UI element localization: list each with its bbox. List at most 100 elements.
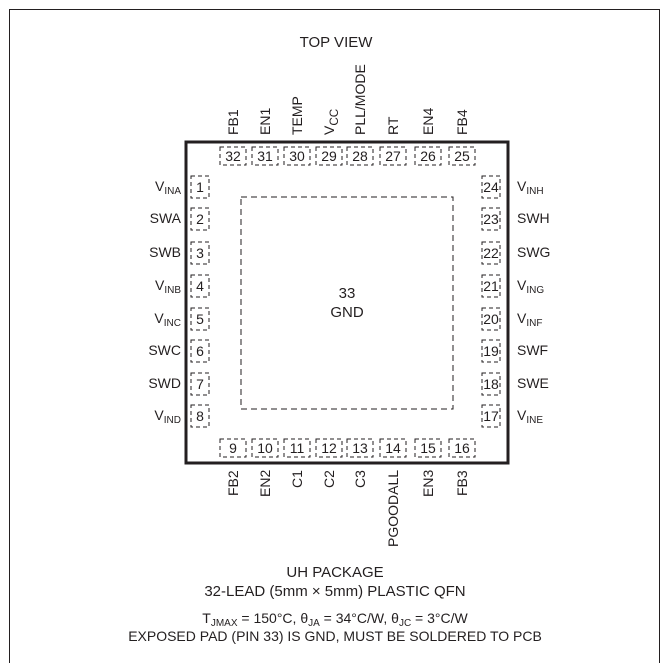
pin-pad-31: [251, 146, 279, 166]
pin-label-8: VIND: [154, 407, 181, 426]
pin-label-3: SWB: [149, 244, 181, 260]
exposed-pad-note: EXPOSED PAD (PIN 33) IS GND, MUST BE SOL…: [128, 628, 542, 644]
pin-number-30: 30: [289, 148, 305, 164]
pin-number-14: 14: [385, 440, 401, 456]
pin-label-1: VINA: [154, 178, 181, 197]
pin-pad-13: [346, 438, 374, 458]
pin-number-10: 10: [257, 440, 273, 456]
pin-label-14: PGOODALL: [385, 470, 401, 548]
pin-number-26: 26: [420, 148, 436, 164]
package-outline: [184, 140, 510, 465]
pin-number-11: 11: [289, 440, 305, 456]
pin-pad-26: [414, 146, 442, 166]
pin-number-13: 13: [352, 440, 368, 456]
pin-number-22: 22: [483, 245, 499, 261]
pin-number-31: 31: [257, 148, 273, 164]
pin-label-24: VINH: [517, 178, 544, 197]
pin-label-5: VINC: [154, 310, 181, 329]
package-description: 32-LEAD (5mm × 5mm) PLASTIC QFN: [204, 583, 466, 600]
pin-label-20: VINF: [517, 310, 543, 329]
pin-label-26: EN4: [420, 107, 436, 135]
pin-number-27: 27: [385, 148, 401, 164]
pin-number-8: 8: [196, 408, 204, 424]
pin-number-20: 20: [483, 311, 499, 327]
pin-number-1: 1: [196, 179, 204, 195]
pin-pad-18: [481, 372, 501, 396]
pin-label-28: PLL/MODE: [352, 64, 368, 135]
thermal-specs: TJMAX = 150°C, θJA = 34°C/W, θJC = 3°C/W: [202, 610, 468, 629]
pin-pad-9: [219, 438, 247, 458]
pin-number-21: 21: [483, 278, 499, 294]
exposed-pad-number: 33: [338, 285, 356, 302]
pin-number-32: 32: [225, 148, 241, 164]
pin-pad-1: [190, 175, 210, 199]
pin-label-16: FB3: [454, 470, 470, 496]
pin-label-4: VINB: [154, 277, 181, 296]
pin-number-9: 9: [229, 440, 237, 456]
pin-pad-11: [283, 438, 311, 458]
pin-label-9: FB2: [225, 470, 241, 496]
pin-pad-8: [190, 404, 210, 428]
pin-pad-19: [481, 339, 501, 363]
diagram-frame: [9, 9, 660, 663]
pin-pad-10: [251, 438, 279, 458]
pin-label-23: SWH: [517, 210, 550, 226]
pin-pad-22: [481, 241, 501, 265]
pin-pad-25: [448, 146, 476, 166]
pin-pad-2: [190, 207, 210, 231]
pin-number-25: 25: [454, 148, 470, 164]
pin-pad-24: [481, 175, 501, 199]
pin-label-22: SWG: [517, 244, 551, 260]
pin-number-18: 18: [483, 376, 499, 392]
top-view-title: TOP VIEW: [299, 34, 373, 51]
pin-label-12: C2: [321, 470, 337, 488]
pin-label-2: SWA: [149, 210, 181, 226]
pin-label-25: FB4: [454, 109, 470, 135]
pin-number-23: 23: [483, 211, 499, 227]
pin-number-19: 19: [483, 343, 499, 359]
pin-number-17: 17: [483, 408, 499, 424]
pin-pad-15: [414, 438, 442, 458]
pin-pad-27: [379, 146, 407, 166]
pin-label-7: SWD: [148, 375, 181, 391]
exposed-pad-name: GND: [330, 304, 364, 321]
pin-number-28: 28: [352, 148, 368, 164]
pin-pad-30: [283, 146, 311, 166]
pin-number-4: 4: [196, 278, 204, 294]
pin-label-11: C1: [289, 470, 305, 488]
exposed-pad: [240, 196, 454, 410]
pin-pad-4: [190, 274, 210, 298]
pin-label-10: EN2: [257, 470, 273, 498]
pin-label-13: C3: [352, 470, 368, 488]
pin-label-31: EN1: [257, 107, 273, 135]
pin-label-6: SWC: [148, 342, 181, 358]
pin-pad-6: [190, 339, 210, 363]
pin-label-17: VINE: [517, 407, 544, 426]
pin-number-2: 2: [196, 211, 204, 227]
pin-pad-32: [219, 146, 247, 166]
pin-pad-23: [481, 207, 501, 231]
pin-label-32: FB1: [225, 109, 241, 135]
pin-pad-12: [315, 438, 343, 458]
pin-number-24: 24: [483, 179, 499, 195]
pin-pad-29: [315, 146, 343, 166]
pin-number-3: 3: [196, 245, 204, 261]
pin-label-21: VING: [517, 277, 545, 296]
pin-label-18: SWE: [517, 375, 549, 391]
pin-label-27: RT: [385, 116, 401, 135]
pin-number-5: 5: [196, 311, 204, 327]
pin-pad-14: [379, 438, 407, 458]
pin-number-29: 29: [321, 148, 337, 164]
pin-label-19: SWF: [517, 342, 549, 358]
pin-number-6: 6: [196, 343, 204, 359]
pin-pad-5: [190, 307, 210, 331]
pin-number-12: 12: [321, 440, 337, 456]
pin-pad-21: [481, 274, 501, 298]
pin-pads: [190, 146, 501, 458]
pin-label-15: EN3: [420, 470, 436, 498]
pin-number-16: 16: [454, 440, 470, 456]
pin-number-7: 7: [196, 376, 204, 392]
pin-number-15: 15: [420, 440, 436, 456]
pin-pad-7: [190, 372, 210, 396]
pin-pad-3: [190, 241, 210, 265]
